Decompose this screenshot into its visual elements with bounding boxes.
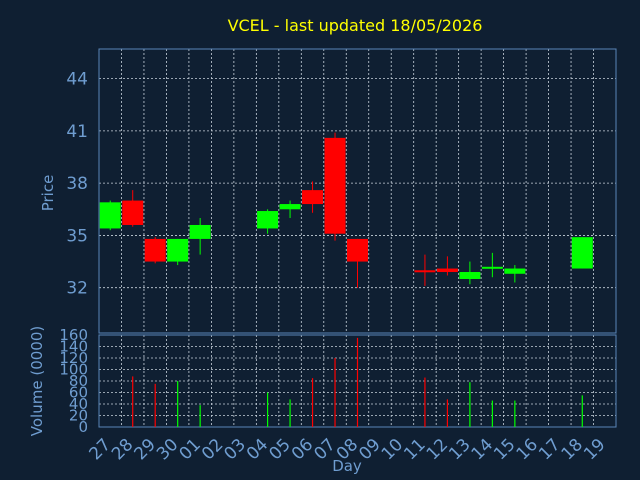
candle-body [99, 202, 121, 229]
volume-tick-label: 140 [59, 338, 88, 356]
candle-body [347, 238, 368, 262]
price-tick-label: 38 [66, 174, 88, 194]
candle [571, 237, 593, 269]
volume-tick-label: 0 [78, 418, 88, 436]
candle-body [167, 238, 189, 262]
candle [414, 254, 436, 286]
volume-tick-label: 40 [69, 395, 88, 413]
chart-title: VCEL - last updated 18/05/2026 [228, 16, 483, 35]
x-tick-label: 19 [580, 435, 609, 464]
candle [279, 200, 301, 219]
candle-body [414, 270, 436, 273]
candle [347, 238, 368, 288]
price-tick-label: 32 [66, 279, 88, 299]
candle-body [144, 238, 166, 262]
candle [167, 238, 189, 266]
candle [324, 132, 346, 241]
price-tick-label: 35 [66, 226, 88, 246]
candle [436, 256, 458, 276]
volume-tick-label: 80 [69, 372, 88, 390]
price-axis-label: Price [39, 175, 57, 212]
candle [504, 265, 526, 283]
candle-body [302, 190, 324, 205]
x-axis-label: Day [332, 457, 362, 475]
price-panel: 32 35 38 41 44 [66, 48, 617, 334]
volume-axis-label: Volume (0000) [28, 326, 46, 436]
candle [459, 261, 481, 285]
candle-body [481, 266, 503, 269]
candle [302, 181, 324, 213]
candle-body [436, 268, 458, 273]
candle-body [504, 268, 526, 274]
candle-body [257, 211, 279, 229]
candle-body [122, 200, 144, 225]
price-tick-label: 44 [66, 70, 88, 90]
volume-tick-label: 100 [59, 361, 88, 379]
candle [257, 209, 279, 234]
volume-tick-label: 120 [59, 349, 88, 367]
candle-body [459, 272, 481, 279]
candle-body [571, 237, 593, 269]
volume-tick-label: 160 [59, 326, 88, 344]
candle [144, 237, 166, 264]
candle-body [189, 224, 211, 239]
volume-tick-label: 60 [69, 384, 88, 402]
volume-tick-label: 20 [69, 407, 88, 425]
candle-body [324, 137, 346, 234]
candle [122, 190, 144, 227]
candle [99, 200, 121, 231]
candle-body [279, 204, 301, 210]
candle [481, 252, 503, 278]
price-tick-label: 41 [66, 122, 88, 142]
candle [189, 218, 211, 255]
price-frame [98, 48, 617, 334]
